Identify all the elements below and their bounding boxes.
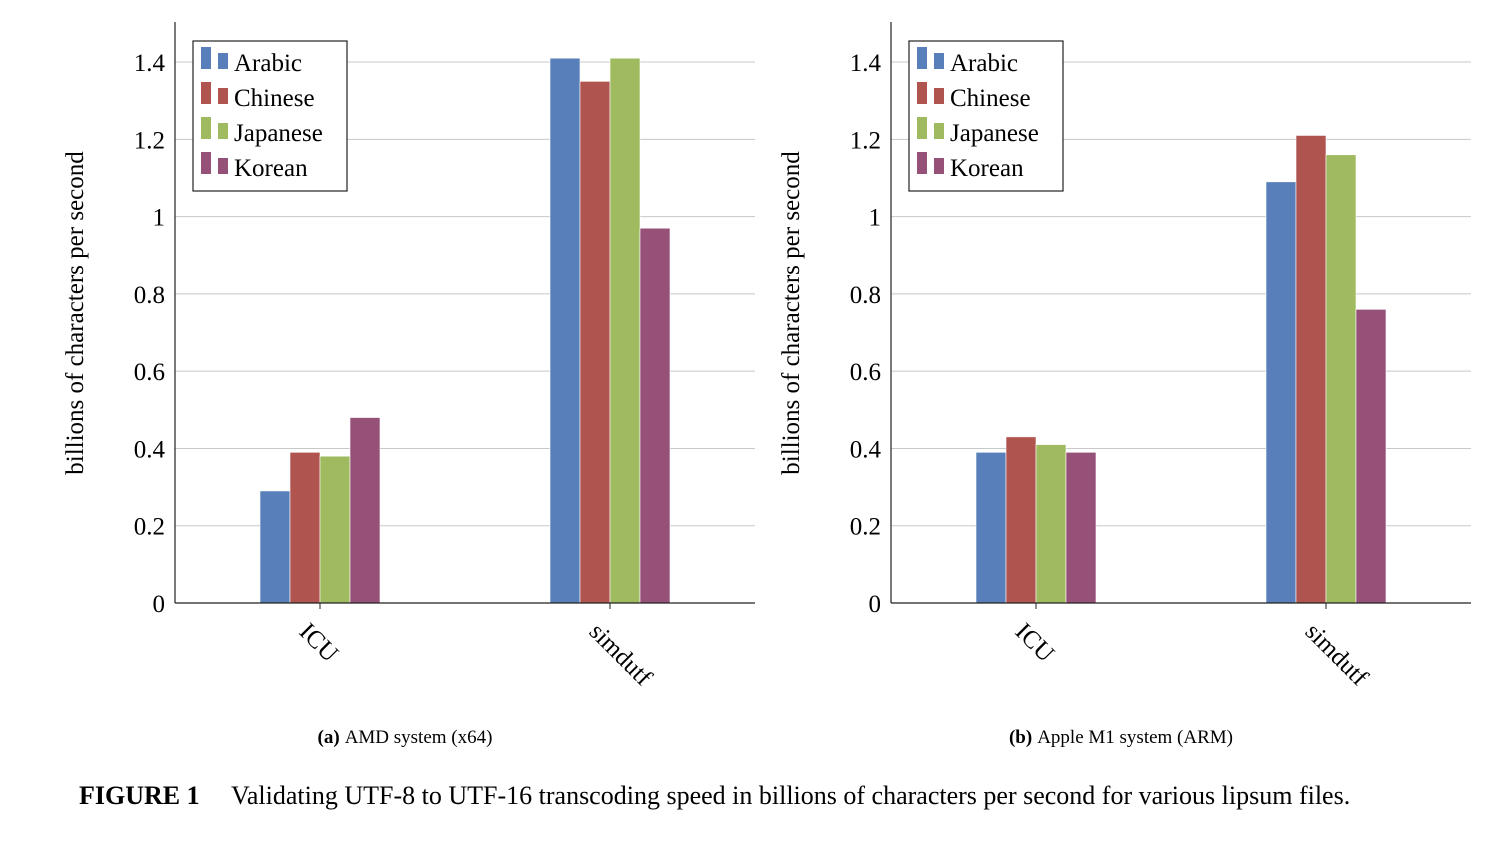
bar-icu-japanese — [319, 455, 351, 604]
bar-simdutf-japanese — [609, 57, 641, 604]
legend-swatch — [934, 88, 944, 104]
legend-label: Arabic — [950, 50, 1018, 77]
y-tick-label: 0.2 — [134, 514, 165, 541]
bar-simdutf-korean — [1355, 309, 1387, 604]
legend-swatch — [934, 53, 944, 69]
bar-icu-arabic — [259, 490, 291, 604]
chart-panel-2: 0 0.2 0.4 0.6 0.8 1 1.2 1.4 ICU simdutf billions o… — [778, 22, 1471, 748]
subcaption-text: Apple M1 system (ARM) — [1037, 727, 1233, 748]
y-tick-label: 0 — [153, 591, 166, 618]
bar-simdutf-japanese — [1325, 154, 1357, 604]
y-tick-label: 0.4 — [850, 436, 882, 463]
bar-icu-arabic — [975, 452, 1007, 604]
chart-panel-1: 0 0.2 0.4 0.6 0.8 1 1.2 1.4 ICU simdutf billions o… — [62, 22, 755, 748]
bar-simdutf-chinese — [1295, 135, 1327, 604]
legend-swatch — [218, 53, 228, 69]
legend-swatch — [917, 117, 927, 139]
bar-icu-chinese — [289, 452, 321, 604]
legend-swatch — [201, 152, 211, 174]
bar-simdutf-arabic — [549, 57, 581, 604]
y-tick-label: 0.8 — [134, 282, 165, 309]
bar-simdutf-korean — [639, 227, 671, 604]
y-tick-label: 1.4 — [134, 50, 166, 77]
subcaption: (a) AMD system (x64) — [318, 727, 493, 748]
legend-swatch — [201, 47, 211, 69]
subcaption: (b) Apple M1 system (ARM) — [1009, 727, 1233, 748]
bar-icu-chinese — [1005, 436, 1037, 604]
legend-swatch — [917, 152, 927, 174]
subcaption-text: AMD system (x64) — [345, 727, 493, 748]
legend-label: Chinese — [950, 85, 1031, 112]
bar-icu-korean — [1065, 452, 1097, 604]
y-tick-label: 1.2 — [850, 127, 881, 154]
legend-label: Chinese — [234, 85, 315, 112]
legend-swatch — [218, 88, 228, 104]
y-tick-label: 0.6 — [850, 359, 881, 386]
y-tick-label: 1.4 — [850, 50, 882, 77]
y-tick-label: 1 — [153, 205, 166, 232]
legend-swatch — [934, 158, 944, 174]
y-tick-label: 1.2 — [134, 127, 165, 154]
legend-swatch — [201, 117, 211, 139]
legend-label: Japanese — [234, 120, 323, 147]
y-tick-label: 0 — [869, 591, 882, 618]
y-tick-label: 0.4 — [134, 436, 166, 463]
y-tick-label: 0.2 — [850, 514, 881, 541]
bar-simdutf-chinese — [579, 81, 611, 604]
x-tick-label: simdutf — [1300, 618, 1374, 692]
legend-swatch — [934, 123, 944, 139]
legend-swatch — [218, 158, 228, 174]
subcaption-label: (a) — [318, 727, 340, 748]
figure-caption-text: Validating UTF-8 to UTF-16 transcoding s… — [231, 781, 1350, 810]
y-tick-label: 0.8 — [850, 282, 881, 309]
legend-label: Japanese — [950, 120, 1039, 147]
y-axis-label: billions of characters per second — [62, 151, 89, 475]
legend-swatch — [218, 123, 228, 139]
legend-swatch — [201, 82, 211, 104]
y-tick-label: 1 — [869, 205, 882, 232]
legend: Arabic Chinese Japanese Korean — [192, 40, 348, 192]
x-tick-label: ICU — [294, 618, 344, 668]
bar-icu-japanese — [1035, 444, 1067, 604]
bar-simdutf-arabic — [1265, 181, 1297, 604]
bar-icu-korean — [349, 417, 381, 604]
legend: Arabic Chinese Japanese Korean — [908, 40, 1064, 192]
y-tick-label: 0.6 — [134, 359, 165, 386]
legend-label: Korean — [234, 155, 308, 182]
legend-swatch — [917, 82, 927, 104]
legend-label: Arabic — [234, 50, 302, 77]
legend-label: Korean — [950, 155, 1024, 182]
y-axis-label: billions of characters per second — [778, 151, 805, 475]
legend-swatch — [917, 47, 927, 69]
subcaption-label: (b) — [1009, 727, 1032, 748]
x-tick-label: ICU — [1010, 618, 1060, 668]
x-tick-label: simdutf — [584, 618, 658, 692]
figure-caption-label: FIGURE 1 — [79, 781, 200, 810]
